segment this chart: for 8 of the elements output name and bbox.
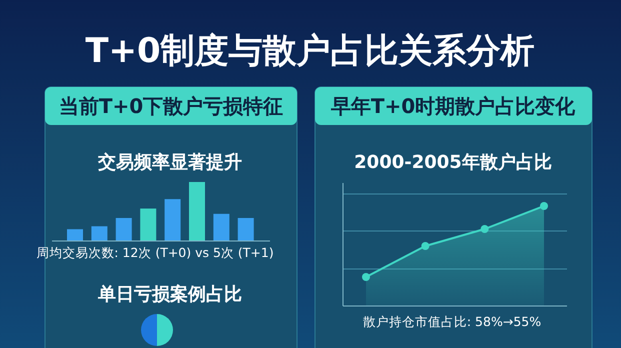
text: 早年T+0时期散户占比变化: [330, 94, 576, 118]
text: T+0制度与散户占比关系分析: [85, 31, 535, 71]
chart-title: 交易频率显著提升: [97, 152, 242, 173]
chart-title: 单日亏损案例占比: [97, 284, 242, 305]
text: 周均交易次数: 12次 (T+0) vs 5次 (T+1): [36, 245, 274, 260]
text: 当前T+0下散户亏损特征: [58, 94, 284, 118]
text: 散户持仓市值占比: 58%→55%: [362, 314, 542, 329]
chart-title: 2000-2005年散户占比: [354, 152, 552, 173]
